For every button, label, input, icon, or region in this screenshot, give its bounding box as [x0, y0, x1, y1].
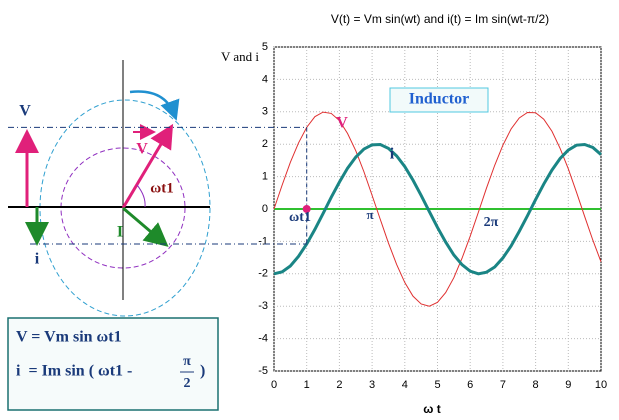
v-phasor — [121, 123, 174, 209]
annotation: Inductor — [409, 91, 469, 108]
label: V — [19, 103, 31, 120]
x-axis-label: ω t — [423, 402, 440, 416]
label: ωt1 — [150, 180, 173, 196]
series-line — [273, 111, 602, 307]
y-tick-label: -5 — [258, 365, 268, 377]
series-label: i — [390, 146, 395, 163]
y-tick-label: -2 — [258, 268, 268, 280]
series-label: V — [336, 115, 348, 132]
x-tick-label: 10 — [595, 379, 607, 391]
y-tick-label: 1 — [262, 171, 268, 183]
y-tick-label: 0 — [262, 203, 268, 215]
label: i — [35, 251, 40, 268]
x-tick-label: 6 — [467, 379, 473, 391]
x-tick-label: 2 — [336, 379, 342, 391]
angle-arc — [136, 184, 146, 208]
label: I — [117, 224, 123, 241]
marker-point — [302, 205, 311, 213]
y-axis-label: V and i — [221, 49, 259, 64]
phasor-diagram: V V ωt1 I i V = Vm sin ωt1 i = Im sin ( … — [7, 60, 219, 411]
x-tick-label: 0 — [271, 379, 277, 391]
annotation: 2π — [484, 215, 499, 230]
formula: 2 — [184, 376, 191, 391]
x-tick-label: 7 — [500, 379, 506, 391]
y-tick-label: -4 — [258, 333, 268, 345]
x-tick-label: 3 — [369, 379, 375, 391]
x-tick-label: 5 — [434, 379, 440, 391]
y-tick-label: 5 — [262, 41, 268, 53]
formula: V = Vm sin ωt1 — [16, 329, 122, 346]
x-tick-label: 8 — [533, 379, 539, 391]
chart-title: V(t) = Vm sin(wt) and i(t) = Im sin(wt-π… — [331, 12, 549, 26]
formula: ) — [200, 363, 205, 380]
annotation: ωt1 — [289, 210, 311, 225]
y-tick-label: 3 — [262, 106, 268, 118]
formula: i = Im sin ( ωt1 - — [16, 363, 136, 380]
y-tick-label: -1 — [258, 235, 268, 247]
x-tick-label: 9 — [565, 379, 571, 391]
series-line — [273, 143, 602, 276]
formula-box — [7, 317, 219, 411]
x-tick-label: 4 — [402, 379, 408, 391]
formula: π — [183, 354, 191, 369]
annotation-box — [389, 87, 489, 113]
y-tick-label: 2 — [262, 138, 268, 150]
y-tick-label: -3 — [258, 300, 268, 312]
annotation: π — [366, 207, 373, 222]
rotation-arrow — [129, 90, 180, 121]
y-tick-label: 4 — [262, 73, 268, 85]
label: V — [136, 141, 148, 158]
x-tick-label: 1 — [304, 379, 310, 391]
i-phasor — [122, 206, 169, 247]
